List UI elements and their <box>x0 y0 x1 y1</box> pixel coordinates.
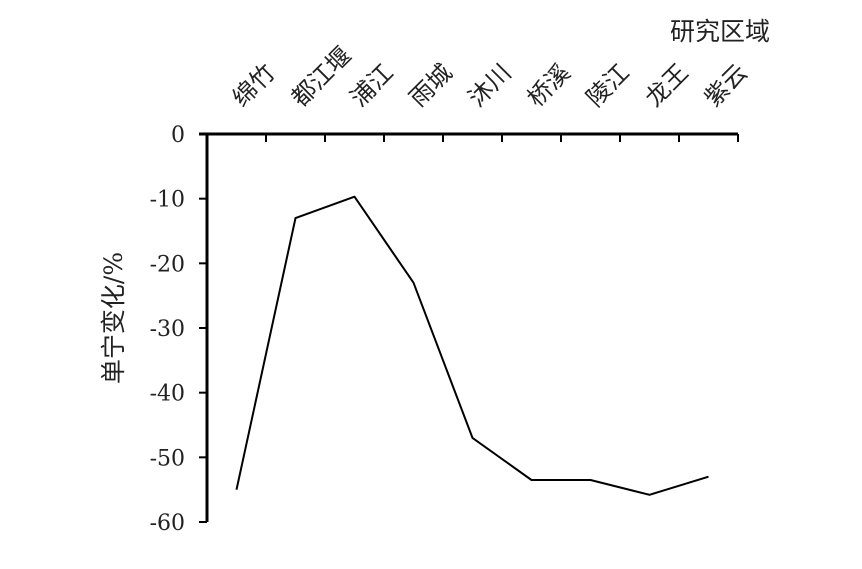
y-tick-label: 0 <box>171 123 185 148</box>
y-axis: 0 -10 -20 -30 -40 -50 -60 <box>150 123 209 536</box>
x-tick-label: 桥溪 <box>522 59 576 113</box>
y-tick-label: -50 <box>150 446 185 471</box>
y-tick-label: -40 <box>150 382 185 407</box>
series-line <box>235 195 709 496</box>
x-tick-label: 浦江 <box>345 59 399 113</box>
x-tick-label: 紫云 <box>699 59 753 113</box>
y-tick-label: -30 <box>150 317 185 342</box>
y-axis-title: 单宁变化/% <box>99 252 128 384</box>
y-tick-label: -10 <box>150 188 185 213</box>
x-tick-label: 绵竹 <box>227 59 281 113</box>
series-group <box>235 195 709 496</box>
y-tick-label: -60 <box>150 511 185 536</box>
x-tick-label: 陵江 <box>581 59 635 113</box>
x-tick-label: 雨城 <box>404 59 458 113</box>
x-tick-label: 都江堰 <box>286 42 357 113</box>
y-tick-label: -20 <box>150 252 185 277</box>
x-axis-title: 研究区域 <box>670 17 770 46</box>
x-tick-label: 龙王 <box>640 59 694 113</box>
x-tick-label: 沐川 <box>463 59 517 113</box>
